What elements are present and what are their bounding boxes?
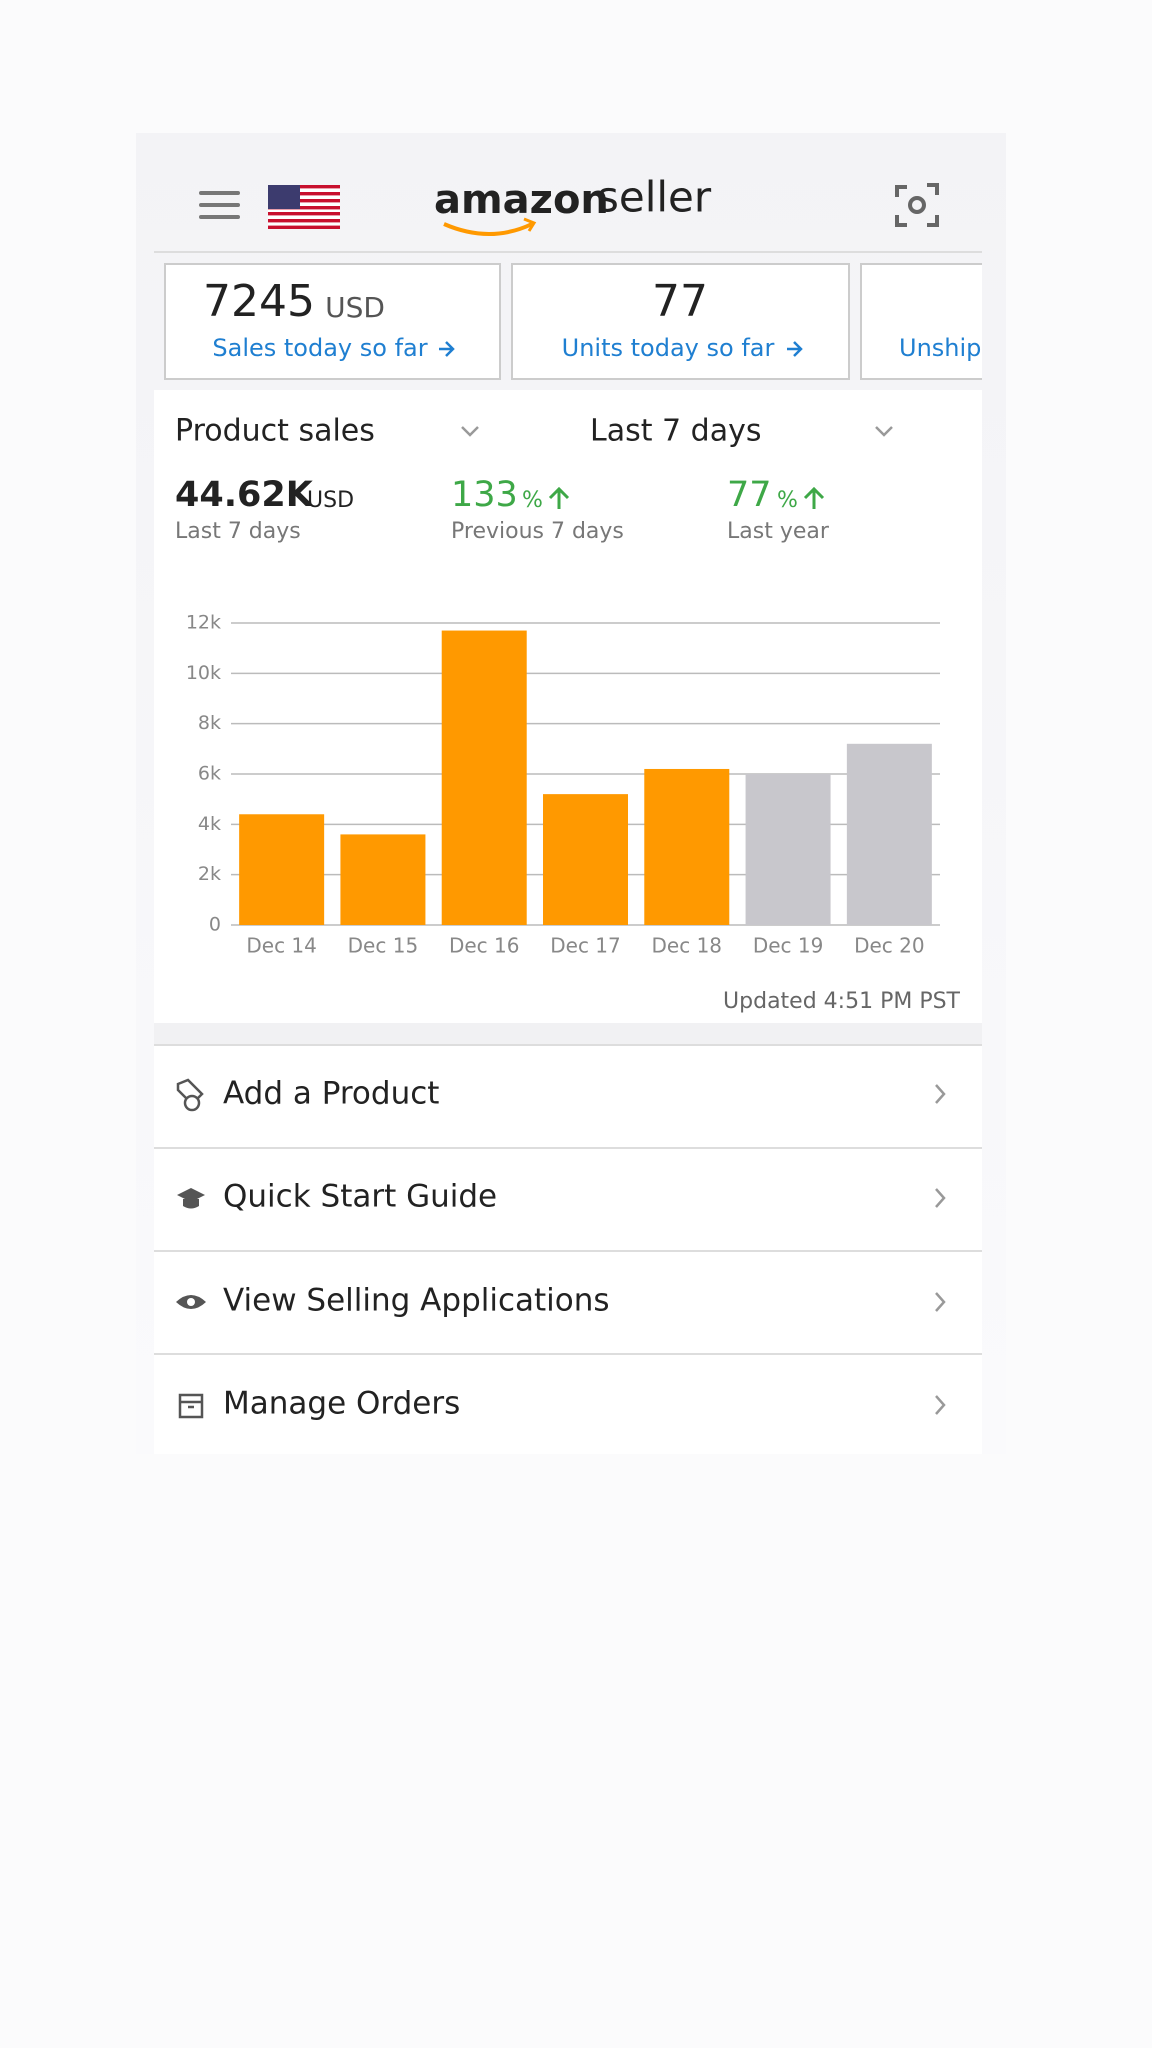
card-label[interactable]: Unship (899, 334, 981, 362)
logo-smile (443, 222, 533, 236)
y-tick-label: 0 (209, 914, 221, 936)
metric-select[interactable]: Product sales (175, 414, 375, 449)
menu-label: Add a Product (223, 1076, 439, 1112)
summary-unit: USD (307, 488, 354, 513)
summary-label: Last 7 days (175, 519, 301, 544)
summary-value: 133 (451, 475, 518, 515)
card-value: 7245 (203, 276, 315, 327)
y-tick-label: 4k (198, 813, 221, 835)
bar (543, 794, 628, 925)
header: amazon seller (154, 173, 982, 253)
menu-list: Add a Product Quick Start Guide View Sel… (154, 1044, 982, 1454)
x-tick-label: Dec 16 (449, 934, 520, 958)
separator (154, 1023, 982, 1045)
x-tick-label: Dec 17 (550, 934, 621, 958)
x-tick-label: Dec 14 (246, 934, 317, 958)
x-tick-label: Dec 19 (753, 934, 824, 958)
card[interactable] (511, 263, 850, 380)
card-label[interactable]: Sales today so far (212, 334, 427, 362)
card-value: 77 (652, 276, 708, 327)
menu-button[interactable] (199, 191, 240, 219)
menu-label: Quick Start Guide (223, 1179, 497, 1215)
logo-smile (523, 217, 537, 232)
flag[interactable] (268, 185, 340, 229)
y-tick-label: 6k (198, 763, 221, 785)
arrow-icon (439, 341, 455, 357)
summary-label: Previous 7 days (451, 519, 624, 544)
chevron-down (461, 426, 479, 437)
logo: seller (597, 173, 712, 222)
summary-unit: % (777, 488, 798, 513)
period-select[interactable]: Last 7 days (590, 414, 761, 449)
scan-button[interactable] (895, 183, 939, 227)
bar (745, 774, 831, 925)
updated-time: Updated 4:51 PM PST (723, 989, 961, 1014)
y-tick-label: 8k (198, 712, 221, 734)
card[interactable] (164, 263, 501, 380)
menu-item[interactable]: View Selling Applications (176, 1283, 946, 1319)
menu-label: Manage Orders (223, 1386, 460, 1422)
menu-item[interactable]: Quick Start Guide (177, 1179, 946, 1215)
menu-item[interactable]: Add a Product (176, 1076, 946, 1112)
summary-unit: % (522, 488, 543, 513)
y-tick-label: 2k (198, 863, 221, 885)
y-tick-label: 12k (186, 612, 221, 634)
card[interactable] (860, 263, 1061, 380)
card-unit: USD (325, 291, 385, 324)
chart: 0 2k 4k 6k 8k 10k 12k Dec 14 Dec 15 Dec 16 Dec 17 D… (186, 612, 940, 958)
arrow-icon (787, 341, 803, 357)
summary-label: Last year (727, 519, 830, 544)
bar (846, 743, 932, 925)
bar (644, 768, 730, 925)
up-arrow (548, 486, 570, 509)
y-tick-label: 10k (186, 662, 221, 684)
x-tick-label: Dec 20 (854, 934, 925, 958)
chevron-down (875, 426, 893, 437)
menu-label: View Selling Applications (223, 1283, 610, 1319)
bar (441, 630, 527, 925)
menu-item[interactable]: Manage Orders (178, 1386, 946, 1422)
bar (340, 834, 426, 925)
stat-cards: 7245 USD Sales today so far 77 Units tod… (164, 263, 1061, 380)
up-arrow (803, 486, 825, 509)
bar (239, 814, 325, 925)
logo: amazon (434, 177, 609, 223)
x-tick-label: Dec 18 (652, 934, 723, 958)
card-label[interactable]: Units today so far (562, 334, 775, 362)
summary-value: 77 (727, 475, 772, 515)
x-tick-label: Dec 15 (348, 934, 419, 958)
summary-value: 44.62K (175, 475, 315, 515)
